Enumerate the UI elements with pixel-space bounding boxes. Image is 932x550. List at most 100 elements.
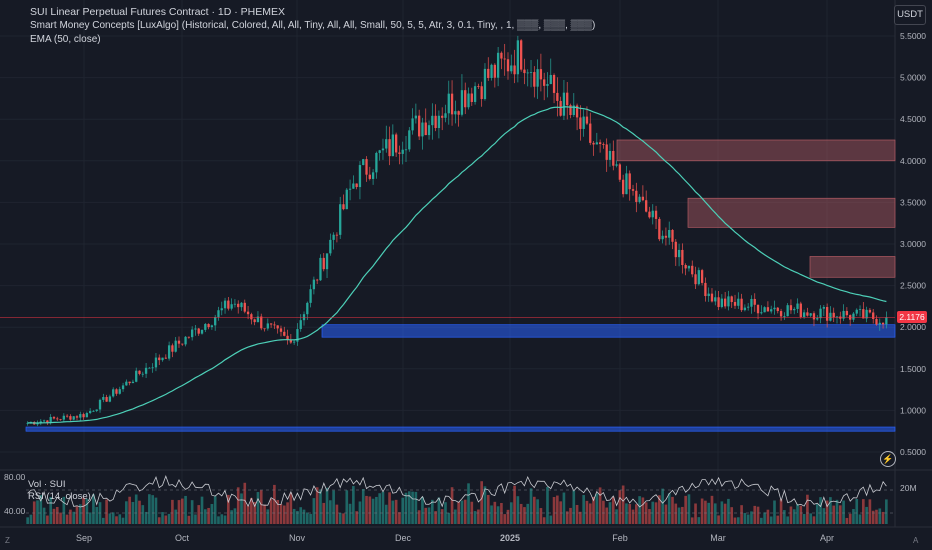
volume-bar bbox=[677, 507, 681, 524]
candle-body bbox=[664, 235, 668, 238]
candle-body bbox=[325, 253, 329, 270]
volume-legend[interactable]: Vol · SUI bbox=[28, 479, 66, 490]
candle-body bbox=[470, 93, 473, 102]
volume-bar bbox=[398, 512, 401, 524]
candle-body bbox=[477, 86, 480, 87]
candle-body bbox=[82, 414, 85, 418]
candle-body bbox=[523, 69, 526, 74]
candle-body bbox=[737, 298, 740, 306]
volume-bar bbox=[776, 515, 780, 524]
candle-body bbox=[227, 300, 230, 309]
candle-body bbox=[184, 336, 187, 345]
price-tick-label: 2.0000 bbox=[900, 322, 926, 332]
candle-body bbox=[763, 307, 766, 313]
candle-body bbox=[625, 173, 628, 195]
price-tick-label: 1.5000 bbox=[900, 364, 926, 374]
volume-bar bbox=[256, 492, 260, 524]
candle-body bbox=[543, 79, 546, 86]
volume-bar bbox=[710, 495, 714, 524]
lightning-icon[interactable]: ⚡ bbox=[880, 451, 896, 467]
grid bbox=[0, 0, 932, 528]
volume-bar bbox=[85, 498, 89, 524]
candle-body bbox=[707, 293, 710, 297]
candle-body bbox=[355, 183, 358, 188]
volume-bar bbox=[414, 491, 418, 524]
volume-bar bbox=[296, 511, 299, 524]
candle-body bbox=[246, 311, 250, 315]
volume-bar bbox=[625, 503, 628, 524]
rsi-legend[interactable]: RSI (14, close) bbox=[28, 491, 91, 502]
volume-bar bbox=[477, 509, 480, 524]
candle-body bbox=[766, 307, 770, 312]
volume-bar bbox=[773, 500, 776, 524]
volume-bar bbox=[335, 504, 339, 524]
volume-bar bbox=[855, 498, 859, 524]
candle-body bbox=[237, 303, 240, 308]
volume-bar bbox=[95, 506, 99, 524]
candle-body bbox=[431, 115, 434, 126]
candle-body bbox=[776, 307, 779, 312]
candle-body bbox=[720, 298, 724, 307]
candle-body bbox=[49, 417, 52, 423]
volume-bar bbox=[279, 504, 283, 524]
volume-bar bbox=[207, 507, 210, 524]
volume-bar bbox=[533, 496, 536, 524]
zoom-left-icon[interactable]: Z bbox=[5, 536, 10, 545]
volume-bar bbox=[309, 513, 312, 524]
volume-bar bbox=[690, 517, 694, 524]
candle-body bbox=[730, 296, 733, 302]
volume-bar bbox=[88, 512, 92, 524]
candle-body bbox=[579, 117, 582, 129]
volume-bar bbox=[197, 505, 201, 524]
volume-bar bbox=[713, 503, 717, 524]
volume-bar bbox=[92, 494, 95, 524]
volume-bar bbox=[500, 502, 503, 524]
smc-indicator-legend[interactable]: Smart Money Concepts [LuxAlgo] (Historic… bbox=[30, 20, 596, 31]
volume-bar bbox=[562, 492, 566, 524]
volume-bar bbox=[200, 496, 204, 524]
volume-bar bbox=[220, 514, 224, 524]
volume-bar bbox=[315, 487, 319, 524]
candle-body bbox=[812, 313, 816, 320]
candle-body bbox=[345, 189, 348, 210]
candle-body bbox=[868, 309, 872, 313]
candle-body bbox=[138, 370, 141, 374]
volume-bar bbox=[164, 515, 168, 524]
candle-body bbox=[154, 357, 158, 368]
volume-bar bbox=[105, 499, 108, 524]
volume-bar bbox=[799, 505, 803, 524]
candle-body bbox=[506, 59, 510, 72]
candle-body bbox=[645, 200, 648, 212]
volume-bar bbox=[546, 487, 549, 524]
volume-bar bbox=[519, 503, 523, 524]
candle-body bbox=[496, 52, 500, 78]
volume-bar bbox=[523, 507, 526, 524]
candle-body bbox=[332, 234, 335, 240]
volume-bar bbox=[450, 487, 454, 524]
volume-bar bbox=[664, 504, 668, 524]
volume-bar bbox=[411, 491, 414, 524]
volume-bar bbox=[704, 500, 707, 524]
ema-indicator-legend[interactable]: EMA (50, close) bbox=[30, 34, 101, 45]
volume-bar bbox=[39, 495, 43, 524]
candle-body bbox=[668, 229, 671, 238]
auto-scale-button[interactable]: A bbox=[913, 536, 919, 545]
candle-body bbox=[727, 296, 730, 307]
volume-bar bbox=[230, 510, 233, 524]
candles bbox=[26, 35, 888, 427]
candle-body bbox=[654, 210, 658, 219]
currency-button[interactable]: USDT bbox=[894, 5, 926, 25]
volume-bar bbox=[615, 509, 618, 524]
candle-body bbox=[483, 68, 487, 100]
candle-body bbox=[621, 179, 625, 195]
candle-body bbox=[42, 420, 46, 422]
volume-bar bbox=[760, 517, 763, 524]
candle-body bbox=[684, 264, 687, 269]
volume-bar bbox=[431, 499, 434, 524]
candle-body bbox=[335, 234, 339, 236]
candle-body bbox=[799, 303, 802, 317]
candle-body bbox=[638, 196, 641, 202]
candle-body bbox=[862, 309, 865, 319]
candle-body bbox=[881, 322, 885, 325]
